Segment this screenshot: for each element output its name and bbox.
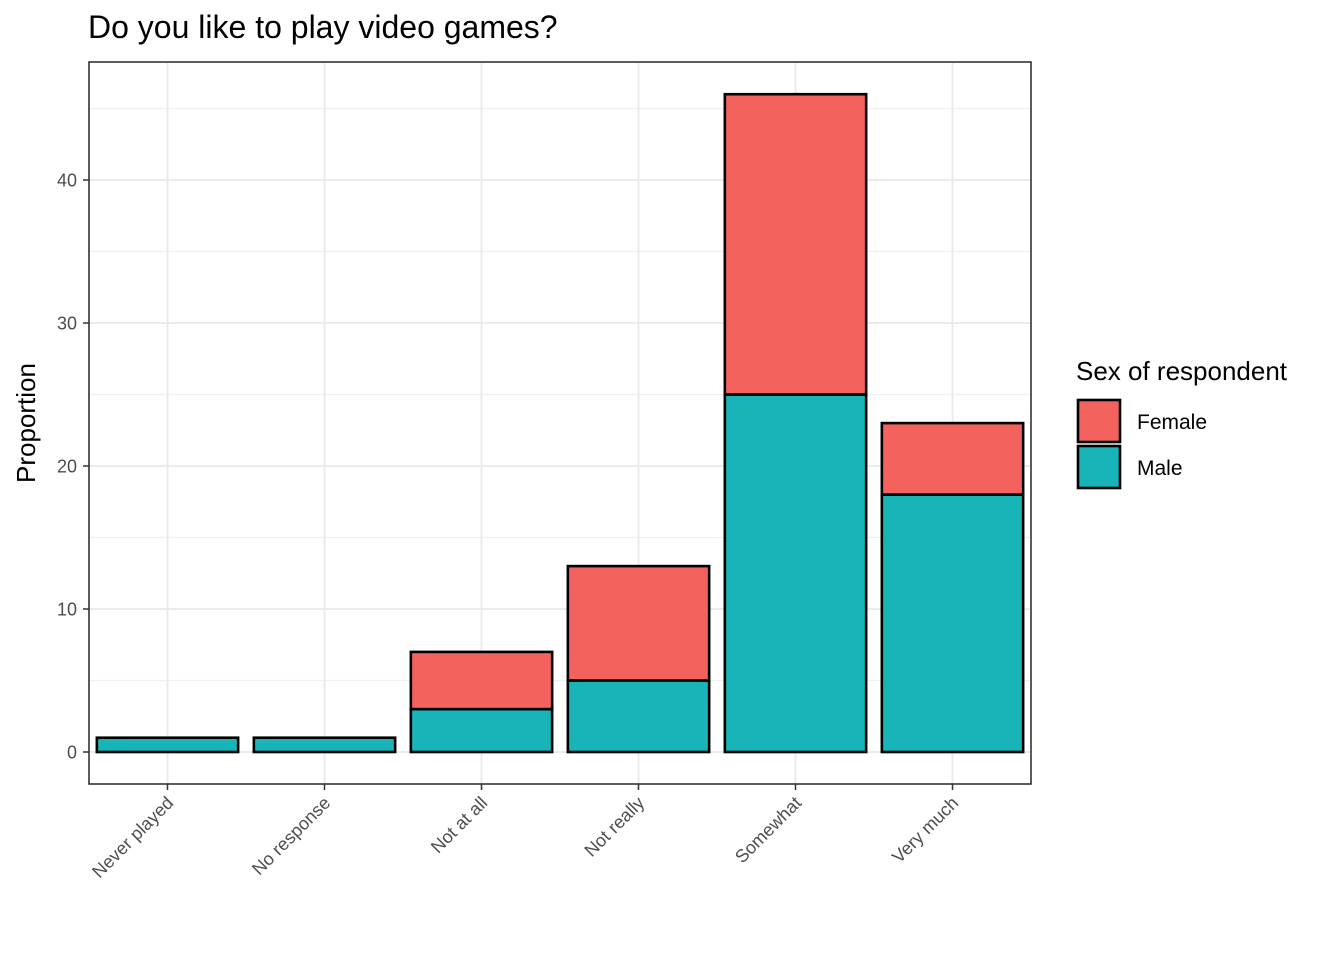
y-tick-label: 10 xyxy=(57,600,77,620)
chart-title: Do you like to play video games? xyxy=(88,9,558,45)
bar-segment-male xyxy=(409,707,554,754)
x-tick-label: Not really xyxy=(580,793,648,861)
bar-segment-male xyxy=(566,679,711,754)
bar-segment-female xyxy=(723,92,868,396)
y-tick-label: 30 xyxy=(57,314,77,334)
bars xyxy=(95,92,1025,754)
plot-panel-border xyxy=(88,61,1032,785)
x-tick-label: Never played xyxy=(88,793,177,882)
x-axis-ticks: Never played No response Not at all Not rea… xyxy=(88,784,962,882)
x-tick-label: Not at all xyxy=(427,793,491,857)
legend: Sex of respondent Female Male xyxy=(1076,356,1288,490)
legend-label-male: Male xyxy=(1137,457,1183,480)
y-axis-title: Proportion xyxy=(11,363,41,483)
y-axis-ticks: 0 10 20 30 40 xyxy=(57,171,89,763)
x-tick-label: No response xyxy=(248,793,334,879)
legend-label-female: Female xyxy=(1137,411,1207,434)
x-tick-label: Somewhat xyxy=(731,793,805,867)
y-tick-label: 0 xyxy=(67,743,77,763)
bar-segment-female xyxy=(566,564,711,682)
y-tick-label: 20 xyxy=(57,457,77,477)
y-tick-label: 40 xyxy=(57,171,77,191)
legend-key-male xyxy=(1076,444,1122,490)
bar-segment-female xyxy=(409,650,554,711)
bar-segment-male xyxy=(95,736,240,754)
x-tick-label: Very much xyxy=(888,793,962,867)
bar-segment-male xyxy=(723,393,868,754)
legend-key-female xyxy=(1076,398,1122,444)
legend-title: Sex of respondent xyxy=(1076,356,1288,386)
bar-segment-male xyxy=(880,493,1025,754)
bar-segment-female xyxy=(880,421,1025,496)
bar-segment-male xyxy=(252,736,397,754)
